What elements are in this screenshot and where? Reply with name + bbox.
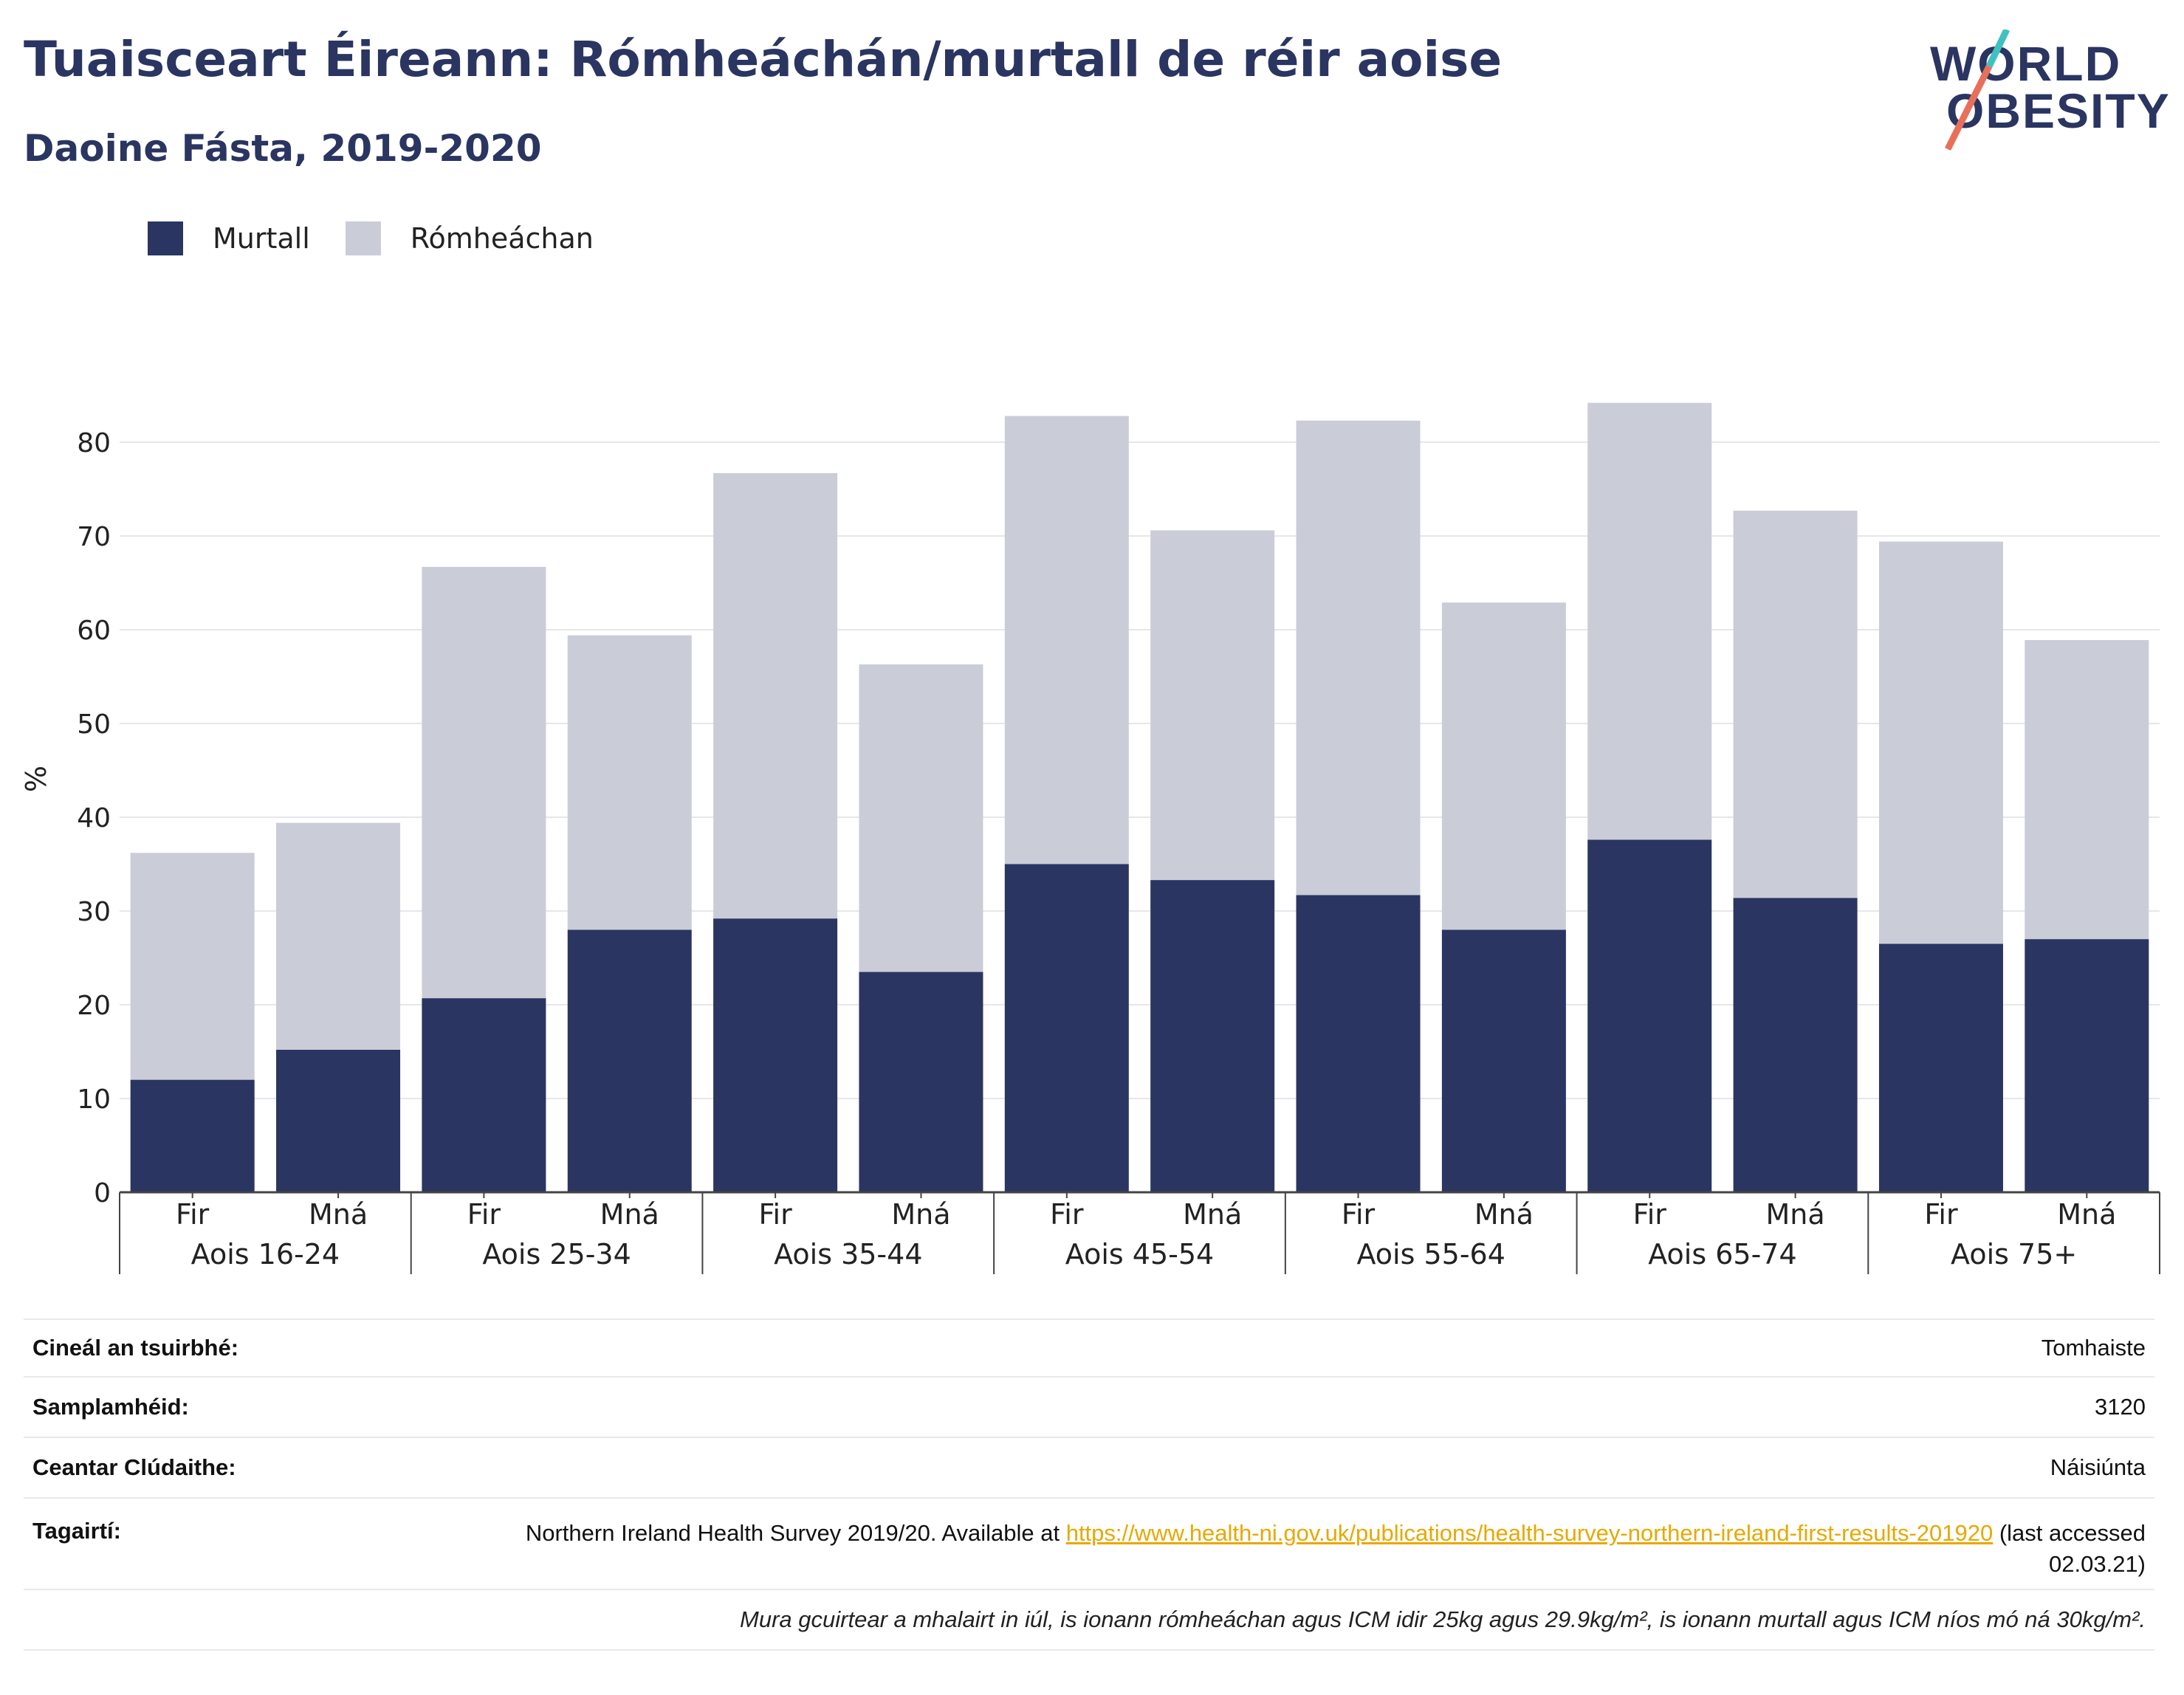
info-row-coverage: Ceantar Clúdaithe: Náisiúnta bbox=[24, 1438, 2154, 1499]
info-row-survey-type: Cineál an tsuirbhé: Tomhaiste bbox=[24, 1318, 2154, 1378]
y-tick-label: 0 bbox=[94, 1178, 111, 1208]
x-group-label: Aois 55-64 bbox=[1356, 1238, 1505, 1271]
bar-murtall bbox=[1150, 880, 1275, 1192]
references-value: Northern Ireland Health Survey 2019/20. … bbox=[447, 1518, 2146, 1580]
bar-murtall bbox=[1296, 895, 1421, 1192]
bar-murtall bbox=[713, 918, 838, 1192]
survey-type-label: Cineál an tsuirbhé: bbox=[32, 1335, 239, 1361]
references-link[interactable]: https://www.health-ni.gov.uk/publication… bbox=[1065, 1520, 1994, 1546]
legend-label-murtall: Murtall bbox=[213, 222, 310, 255]
bar-romheachan bbox=[567, 635, 692, 930]
y-tick-label: 50 bbox=[77, 709, 111, 740]
bar-romheachan bbox=[422, 566, 546, 999]
x-tick-label-sex: Fir bbox=[1633, 1198, 1667, 1231]
x-tick-label-sex: Fir bbox=[467, 1198, 501, 1231]
y-tick-label: 60 bbox=[77, 616, 111, 646]
x-tick-label-sex: Fir bbox=[1924, 1198, 1958, 1231]
x-tick-label-sex: Fir bbox=[758, 1198, 792, 1231]
y-tick-label: 70 bbox=[77, 522, 111, 552]
bar-murtall bbox=[1587, 839, 1712, 1192]
legend-swatch-murtall bbox=[148, 221, 183, 255]
bar-murtall bbox=[859, 972, 983, 1192]
bar-murtall bbox=[1733, 898, 1858, 1192]
x-tick-label-sex: Mná bbox=[1474, 1198, 1534, 1231]
legend-item-murtall[interactable]: Murtall bbox=[148, 221, 310, 255]
bar-murtall bbox=[567, 929, 692, 1192]
bar-murtall bbox=[422, 998, 546, 1192]
x-group-label: Aois 16-24 bbox=[191, 1238, 340, 1271]
y-tick-label: 80 bbox=[77, 428, 111, 458]
x-tick-label-sex: Fir bbox=[1342, 1198, 1376, 1231]
x-group-label: Aois 45-54 bbox=[1065, 1238, 1214, 1271]
y-tick-label: 20 bbox=[77, 991, 111, 1021]
bar-murtall bbox=[276, 1049, 401, 1192]
logo-slash-icon bbox=[1944, 30, 2010, 151]
bar-romheachan bbox=[713, 472, 838, 919]
sample-size-value: 3120 bbox=[2095, 1394, 2146, 1420]
bar-murtall bbox=[1441, 929, 1566, 1192]
x-tick-label-sex: Mná bbox=[2057, 1198, 2116, 1231]
x-tick-label-sex: Mná bbox=[1766, 1198, 1825, 1231]
bar-romheachan bbox=[1150, 530, 1275, 881]
bar-murtall bbox=[1878, 943, 2003, 1192]
x-group-label: Aois 25-34 bbox=[482, 1238, 631, 1271]
logo-line-1: WORLD bbox=[1930, 36, 2122, 91]
definition-note: Mura gcuirtear a mhalairt in iúl, is ion… bbox=[740, 1606, 2146, 1632]
y-tick-label: 10 bbox=[77, 1084, 111, 1115]
x-group-label: Aois 75+ bbox=[1951, 1238, 2077, 1271]
y-axis-label: % bbox=[20, 766, 52, 792]
references-accessed: (last accessed 02.03.21) bbox=[1993, 1520, 2146, 1577]
x-tick-label-sex: Fir bbox=[1050, 1198, 1084, 1231]
bar-murtall bbox=[1004, 864, 1129, 1192]
chart-title: Tuaisceart Éireann: Rómheáchán/murtall d… bbox=[24, 31, 1503, 88]
bar-murtall bbox=[130, 1079, 255, 1192]
survey-info-table: Cineál an tsuirbhé: Tomhaiste Samplamhéi… bbox=[24, 1318, 2154, 1651]
legend-label-romheachan: Rómheáchan bbox=[410, 222, 594, 255]
y-tick-label: 30 bbox=[77, 897, 111, 927]
coverage-value: Náisiúnta bbox=[2050, 1454, 2146, 1480]
chart-subtitle: Daoine Fásta, 2019-2020 bbox=[24, 127, 542, 170]
y-tick-label: 40 bbox=[77, 803, 111, 833]
bar-romheachan bbox=[2025, 639, 2149, 940]
legend-swatch-romheachan bbox=[345, 221, 381, 255]
chart-legend: Murtall Rómheáchan bbox=[148, 220, 629, 257]
bar-romheachan bbox=[1733, 510, 1858, 898]
world-obesity-logo: WORLD OBESITY bbox=[1927, 30, 2169, 155]
x-tick-label-sex: Fir bbox=[176, 1198, 210, 1231]
bar-romheachan bbox=[859, 664, 983, 972]
bar-romheachan bbox=[1296, 420, 1421, 895]
references-text: Northern Ireland Health Survey 2019/20. … bbox=[525, 1520, 1066, 1546]
info-row-sample-size: Samplamhéid: 3120 bbox=[24, 1378, 2154, 1438]
bar-romheachan bbox=[1878, 541, 2003, 944]
x-tick-label-sex: Mná bbox=[309, 1198, 368, 1231]
legend-item-romheachan[interactable]: Rómheáchan bbox=[345, 221, 594, 255]
x-tick-label-sex: Mná bbox=[1183, 1198, 1242, 1231]
stacked-bar-chart: 0 10 20 30 40 50 60 70 80% Fir Mná Aois 16-24 Fir Mná… bbox=[20, 402, 2160, 1274]
survey-type-value: Tomhaiste bbox=[2041, 1335, 2146, 1361]
coverage-label: Ceantar Clúdaithe: bbox=[32, 1454, 236, 1480]
x-tick-label-sex: Mná bbox=[600, 1198, 659, 1231]
bar-romheachan bbox=[276, 822, 401, 1050]
bar-romheachan bbox=[1004, 416, 1129, 864]
info-row-note: Mura gcuirtear a mhalairt in iúl, is ion… bbox=[24, 1590, 2154, 1651]
sample-size-label: Samplamhéid: bbox=[32, 1394, 189, 1420]
x-tick-label-sex: Mná bbox=[891, 1198, 950, 1231]
info-row-references: Tagairtí: Northern Ireland Health Survey… bbox=[24, 1499, 2154, 1590]
x-group-label: Aois 35-44 bbox=[774, 1238, 922, 1271]
logo-line-2: OBESITY bbox=[1946, 83, 2171, 138]
bar-murtall bbox=[2025, 939, 2149, 1192]
bar-romheachan bbox=[1587, 402, 1712, 840]
references-label: Tagairtí: bbox=[32, 1518, 121, 1544]
bar-romheachan bbox=[130, 853, 255, 1080]
bar-romheachan bbox=[1441, 602, 1566, 930]
x-group-label: Aois 65-74 bbox=[1648, 1238, 1796, 1271]
